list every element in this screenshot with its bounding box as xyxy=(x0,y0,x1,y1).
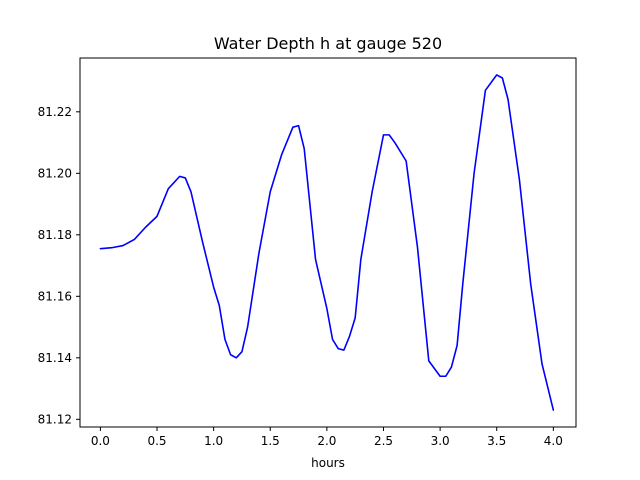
chart-title: Water Depth h at gauge 520 xyxy=(214,34,442,53)
y-axis: 81.12 81.14 81.16 81.18 81.20 81.22 xyxy=(38,105,80,426)
y-tick-label: 81.20 xyxy=(38,166,72,180)
x-tick-label: 1.0 xyxy=(204,434,223,448)
y-tick-label: 81.18 xyxy=(38,228,72,242)
x-tick-label: 3.0 xyxy=(431,434,450,448)
plot-area xyxy=(79,57,577,428)
y-tick-label: 81.22 xyxy=(38,105,72,119)
series-line xyxy=(99,74,555,411)
x-axis: 0.0 0.5 1.0 1.5 2.0 2.5 3.0 3.5 4.0 xyxy=(91,427,563,448)
x-tick-label: 0.5 xyxy=(147,434,166,448)
x-tick-label: 4.0 xyxy=(544,434,563,448)
x-tick-label: 0.0 xyxy=(91,434,110,448)
x-tick-label: 1.5 xyxy=(261,434,280,448)
x-tick-label: 2.0 xyxy=(317,434,336,448)
y-tick-label: 81.12 xyxy=(38,412,72,426)
x-axis-label: hours xyxy=(311,456,345,470)
x-tick-label: 2.5 xyxy=(374,434,393,448)
plot-frame xyxy=(79,57,577,428)
y-tick-label: 81.14 xyxy=(38,351,72,365)
x-tick-label: 3.5 xyxy=(487,434,506,448)
y-tick-label: 81.16 xyxy=(38,289,72,303)
